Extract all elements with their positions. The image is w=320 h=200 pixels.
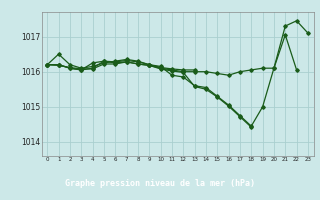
- Text: Graphe pression niveau de la mer (hPa): Graphe pression niveau de la mer (hPa): [65, 179, 255, 188]
